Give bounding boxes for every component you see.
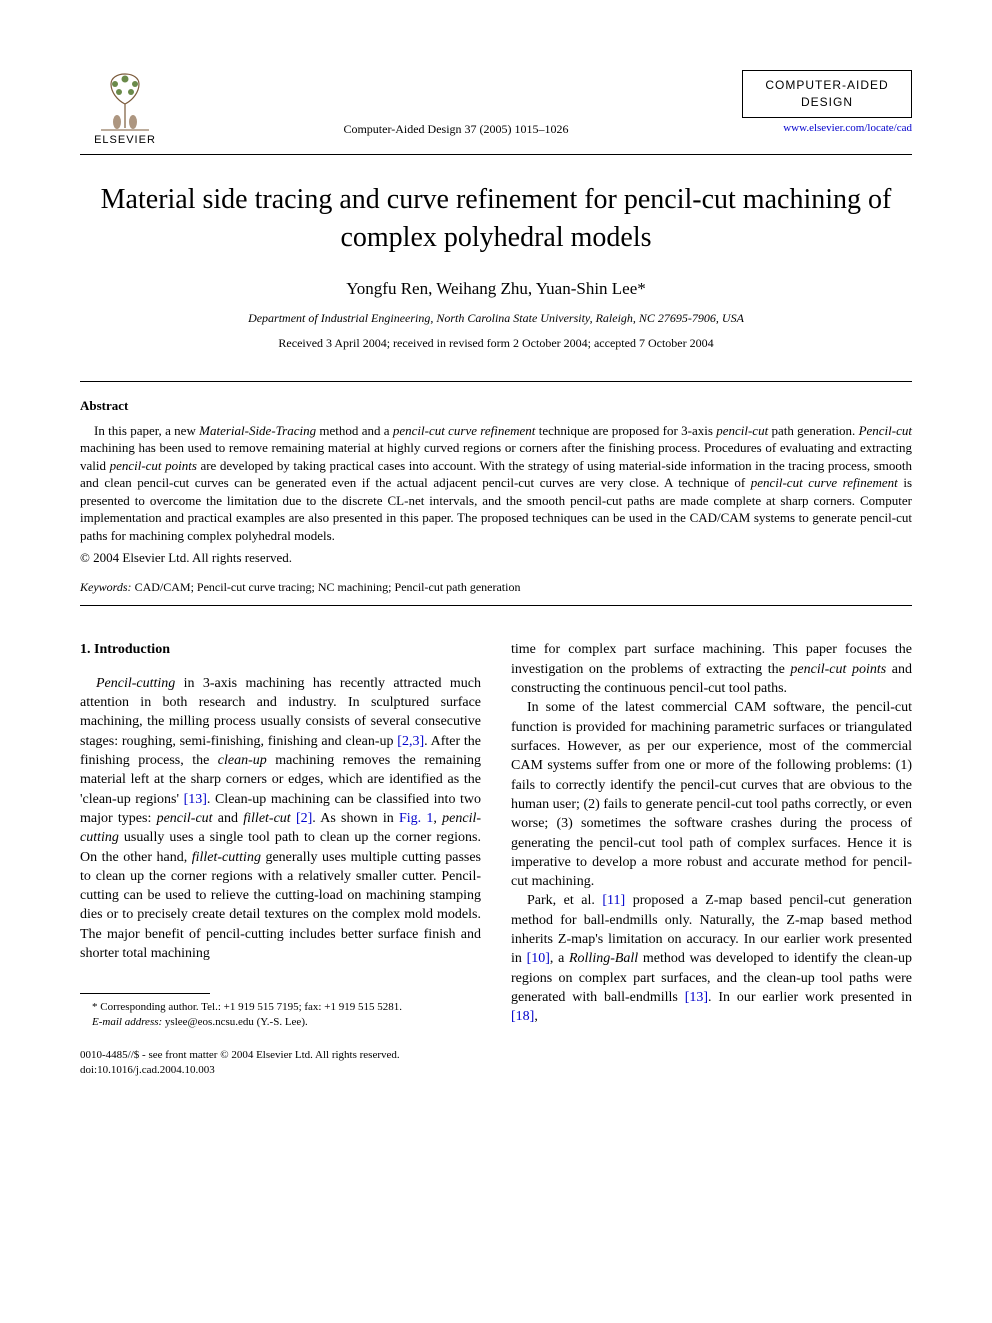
keywords-line: Keywords: CAD/CAM; Pencil-cut curve trac… <box>80 580 912 595</box>
intro-para-1-cont: time for complex part surface machining.… <box>511 640 912 698</box>
email-address: yslee@eos.ncsu.edu (Y.-S. Lee). <box>165 1016 308 1028</box>
section-1-heading: 1. Introduction <box>80 640 481 659</box>
email-footnote: E-mail address: yslee@eos.ncsu.edu (Y.-S… <box>80 1015 481 1030</box>
footnote-rule <box>80 993 210 994</box>
abstract-bottom-rule <box>80 605 912 606</box>
abstract-heading: Abstract <box>80 398 912 414</box>
abstract-top-rule <box>80 381 912 382</box>
journal-reference: Computer-Aided Design 37 (2005) 1015–102… <box>170 70 742 137</box>
email-label: E-mail address: <box>92 1016 162 1028</box>
left-column: 1. Introduction Pencil-cutting in 3-axis… <box>80 640 481 1077</box>
abstract-body: In this paper, a new Material-Side-Traci… <box>80 422 912 545</box>
authors: Yongfu Ren, Weihang Zhu, Yuan-Shin Lee* <box>80 279 912 299</box>
front-matter-line1: 0010-4485//$ - see front matter © 2004 E… <box>80 1048 481 1063</box>
page-header: ELSEVIER Computer-Aided Design 37 (2005)… <box>80 70 912 146</box>
keywords-label: Keywords: <box>80 580 132 594</box>
intro-para-1: Pencil-cutting in 3-axis machining has r… <box>80 674 481 964</box>
elsevier-tree-icon <box>97 70 153 132</box>
intro-para-3: Park, et al. [11] proposed a Z-map based… <box>511 891 912 1026</box>
front-matter: 0010-4485//$ - see front matter © 2004 E… <box>80 1048 481 1078</box>
journal-url-link[interactable]: www.elsevier.com/locate/cad <box>742 122 912 134</box>
article-title: Material side tracing and curve refineme… <box>80 181 912 257</box>
intro-para-2: In some of the latest commercial CAM sof… <box>511 698 912 891</box>
affiliation: Department of Industrial Engineering, No… <box>80 311 912 326</box>
keywords-values: CAD/CAM; Pencil-cut curve tracing; NC ma… <box>135 580 521 594</box>
header-rule <box>80 154 912 155</box>
corresponding-author-footnote: * Corresponding author. Tel.: +1 919 515… <box>80 1000 481 1015</box>
journal-badge-line1: COMPUTER-AIDED <box>753 77 901 94</box>
doi: doi:10.1016/j.cad.2004.10.003 <box>80 1063 481 1078</box>
publisher-name: ELSEVIER <box>94 134 156 146</box>
journal-badge-line2: DESIGN <box>753 94 901 111</box>
publisher-logo: ELSEVIER <box>80 70 170 146</box>
body-columns: 1. Introduction Pencil-cutting in 3-axis… <box>80 640 912 1077</box>
journal-badge-block: COMPUTER-AIDED DESIGN www.elsevier.com/l… <box>742 70 912 134</box>
right-column: time for complex part surface machining.… <box>511 640 912 1077</box>
article-dates: Received 3 April 2004; received in revis… <box>80 336 912 351</box>
journal-badge: COMPUTER-AIDED DESIGN <box>742 70 912 118</box>
copyright: © 2004 Elsevier Ltd. All rights reserved… <box>80 550 912 566</box>
abstract-text: In this paper, a new Material-Side-Traci… <box>80 422 912 545</box>
